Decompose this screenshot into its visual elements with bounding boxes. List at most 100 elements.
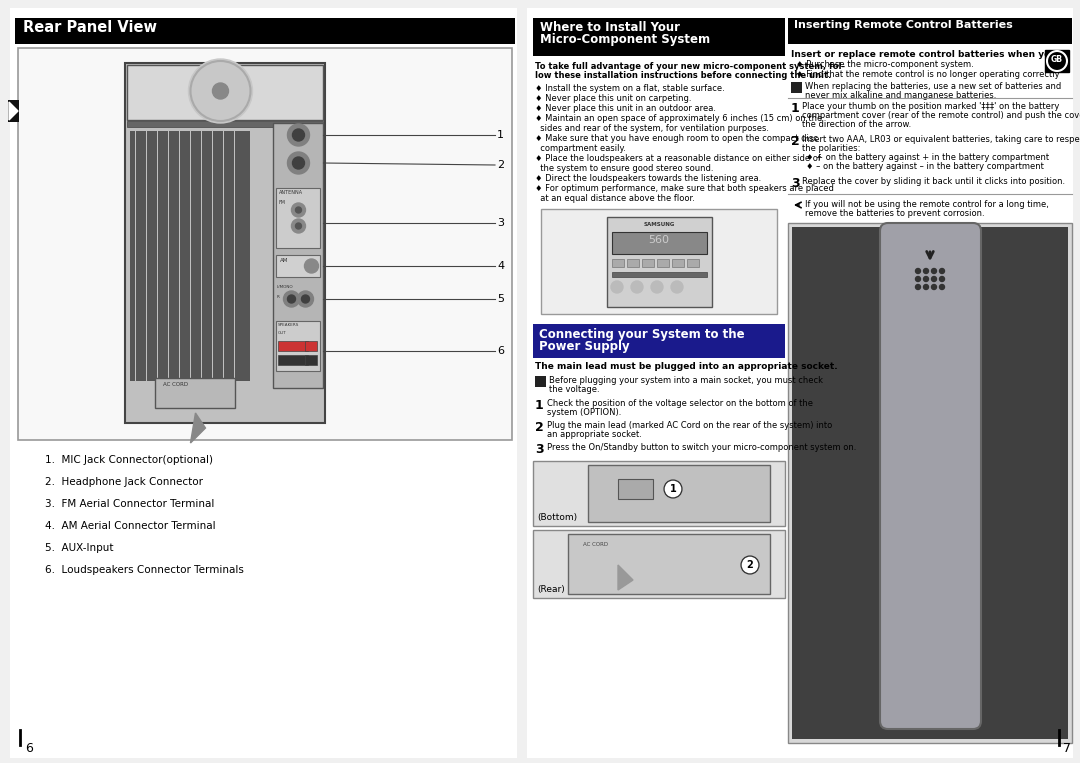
Bar — [612, 272, 707, 277]
Text: When replacing the batteries, use a new set of batteries and: When replacing the batteries, use a new … — [805, 82, 1062, 91]
Text: 560: 560 — [648, 235, 670, 245]
Bar — [163, 131, 168, 381]
FancyBboxPatch shape — [880, 223, 981, 729]
Text: 3: 3 — [497, 218, 504, 228]
Bar — [279, 355, 309, 365]
Text: Insert two AAA, LR03 or equivalent batteries, taking care to respect: Insert two AAA, LR03 or equivalent batte… — [802, 135, 1080, 144]
Bar — [197, 131, 201, 381]
Bar — [568, 534, 770, 594]
Text: ♦ Maintain an open space of approximately 6 inches (15 cm) on the: ♦ Maintain an open space of approximatel… — [535, 114, 822, 123]
Text: 1: 1 — [791, 102, 800, 115]
Circle shape — [741, 556, 759, 574]
Circle shape — [940, 269, 945, 273]
Bar — [306, 355, 318, 365]
Bar — [612, 232, 707, 254]
Bar — [186, 131, 190, 381]
Circle shape — [1047, 51, 1067, 71]
Bar — [168, 131, 174, 381]
Bar — [224, 131, 229, 381]
Circle shape — [651, 281, 663, 293]
Circle shape — [923, 285, 929, 289]
Text: remove the batteries to prevent corrosion.: remove the batteries to prevent corrosio… — [805, 209, 985, 218]
Circle shape — [923, 276, 929, 282]
Text: Before plugging your system into a main socket, you must check: Before plugging your system into a main … — [549, 376, 823, 385]
Text: an appropriate socket.: an appropriate socket. — [546, 430, 642, 439]
Text: ♦ Never place this unit on carpeting.: ♦ Never place this unit on carpeting. — [535, 94, 691, 103]
Circle shape — [916, 269, 920, 273]
Bar — [213, 131, 218, 381]
Circle shape — [931, 285, 936, 289]
Text: ♦ Place the loudspeakers at a reasonable distance on either side of: ♦ Place the loudspeakers at a reasonable… — [535, 154, 821, 163]
Bar — [127, 121, 324, 127]
Circle shape — [916, 285, 920, 289]
Bar — [1045, 50, 1069, 72]
Circle shape — [213, 83, 229, 99]
Bar — [240, 131, 245, 381]
Bar — [136, 131, 141, 381]
Text: 6.  Loudspeakers Connector Terminals: 6. Loudspeakers Connector Terminals — [45, 565, 244, 575]
Text: 5: 5 — [497, 294, 504, 304]
Text: 3: 3 — [791, 177, 799, 190]
Text: 6: 6 — [497, 346, 504, 356]
Circle shape — [931, 269, 936, 273]
Bar — [792, 227, 1068, 739]
Text: Replace the cover by sliding it back until it clicks into position.: Replace the cover by sliding it back unt… — [802, 177, 1065, 186]
Bar — [273, 123, 324, 388]
Circle shape — [296, 207, 301, 213]
Bar — [234, 131, 240, 381]
Text: system (OPTION).: system (OPTION). — [546, 408, 621, 417]
Text: ♦ Purchase the micro-component system.: ♦ Purchase the micro-component system. — [796, 60, 974, 69]
Text: AC CORD: AC CORD — [163, 382, 189, 387]
Circle shape — [287, 124, 310, 146]
Circle shape — [287, 295, 296, 303]
Text: OUT: OUT — [278, 331, 286, 335]
Bar — [791, 82, 802, 93]
Text: 6: 6 — [25, 742, 32, 755]
Text: 1: 1 — [497, 130, 504, 140]
Bar — [158, 131, 163, 381]
Bar — [276, 321, 321, 371]
Polygon shape — [9, 102, 18, 120]
Circle shape — [296, 223, 301, 229]
Text: ♦ + on the battery against + in the battery compartment: ♦ + on the battery against + in the batt… — [806, 153, 1049, 162]
Text: the voltage.: the voltage. — [549, 385, 599, 394]
Bar — [588, 465, 770, 522]
Text: 4: 4 — [497, 261, 504, 271]
Bar — [152, 131, 158, 381]
Text: AM: AM — [280, 258, 288, 263]
Circle shape — [292, 219, 306, 233]
Circle shape — [283, 291, 299, 307]
Bar — [18, 48, 512, 440]
Bar — [15, 18, 515, 44]
Bar — [141, 131, 147, 381]
Bar — [127, 65, 324, 120]
Text: 7: 7 — [1063, 742, 1071, 755]
Bar — [191, 131, 195, 381]
Bar — [642, 259, 654, 267]
Bar — [276, 188, 321, 248]
Circle shape — [664, 480, 681, 498]
Text: 3.  FM Aerial Connector Terminal: 3. FM Aerial Connector Terminal — [45, 499, 214, 509]
Text: 2: 2 — [791, 135, 800, 148]
Circle shape — [292, 203, 306, 217]
Text: 1: 1 — [535, 399, 543, 412]
Text: Power Supply: Power Supply — [539, 340, 630, 353]
Circle shape — [940, 285, 945, 289]
Text: SPEAKERS: SPEAKERS — [278, 323, 299, 327]
Text: 5.  AUX-Input: 5. AUX-Input — [45, 543, 113, 553]
Bar — [125, 63, 325, 423]
Circle shape — [305, 259, 319, 273]
Bar — [156, 378, 235, 408]
Circle shape — [189, 59, 253, 123]
Circle shape — [293, 129, 305, 141]
Text: 4.  AM Aerial Connector Terminal: 4. AM Aerial Connector Terminal — [45, 521, 216, 531]
Text: 2.  Headphone Jack Connector: 2. Headphone Jack Connector — [45, 477, 203, 487]
Circle shape — [297, 291, 313, 307]
Text: the direction of the arrow.: the direction of the arrow. — [802, 120, 912, 129]
Text: FM: FM — [279, 200, 285, 205]
Polygon shape — [618, 565, 633, 590]
Text: GB: GB — [1051, 55, 1063, 64]
Text: ♦ Install the system on a flat, stable surface.: ♦ Install the system on a flat, stable s… — [535, 84, 725, 93]
Bar — [534, 461, 785, 526]
Bar — [229, 131, 234, 381]
